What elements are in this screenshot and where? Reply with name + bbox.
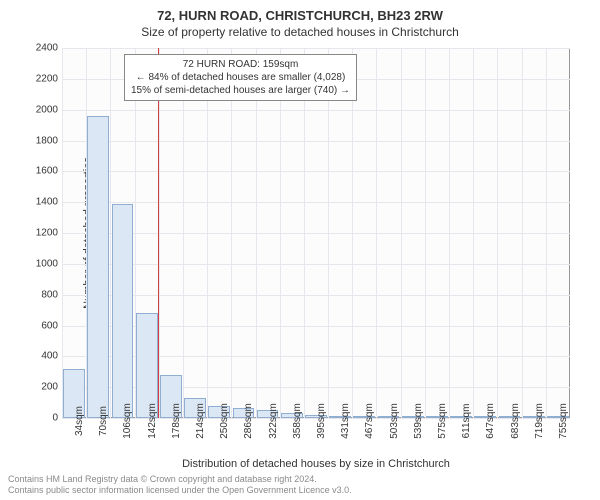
x-tick-label: 755sqm bbox=[558, 403, 569, 439]
y-tick-label: 1400 bbox=[28, 197, 58, 208]
y-tick-label: 1200 bbox=[28, 228, 58, 239]
chart-subtitle: Size of property relative to detached ho… bbox=[0, 23, 600, 39]
x-axis-label: Distribution of detached houses by size … bbox=[62, 458, 570, 470]
gridline-h bbox=[62, 295, 570, 296]
x-tick-label: 719sqm bbox=[534, 403, 545, 439]
x-tick-label: 178sqm bbox=[171, 403, 182, 439]
gridline-v bbox=[401, 48, 402, 418]
gridline-v bbox=[304, 48, 305, 418]
gridline-v bbox=[546, 48, 547, 418]
gridline-v bbox=[425, 48, 426, 418]
y-tick-label: 600 bbox=[28, 320, 58, 331]
y-tick-label: 2000 bbox=[28, 104, 58, 115]
x-tick-label: 467sqm bbox=[364, 403, 375, 439]
reference-line bbox=[158, 48, 159, 418]
chart-container: 72, HURN ROAD, CHRISTCHURCH, BH23 2RW Si… bbox=[0, 0, 600, 500]
gridline-v bbox=[256, 48, 257, 418]
gridline-v bbox=[522, 48, 523, 418]
x-tick-label: 539sqm bbox=[413, 403, 424, 439]
gridline-v bbox=[328, 48, 329, 418]
x-tick-label: 142sqm bbox=[147, 403, 158, 439]
y-tick-label: 800 bbox=[28, 289, 58, 300]
gridline-h bbox=[62, 264, 570, 265]
gridline-v bbox=[62, 48, 63, 418]
chart-title: 72, HURN ROAD, CHRISTCHURCH, BH23 2RW bbox=[0, 0, 600, 23]
y-tick-label: 2200 bbox=[28, 73, 58, 84]
x-tick-label: 214sqm bbox=[195, 403, 206, 439]
gridline-v bbox=[473, 48, 474, 418]
x-tick-label: 395sqm bbox=[316, 403, 327, 439]
gridline-h bbox=[62, 48, 570, 49]
x-tick-label: 683sqm bbox=[510, 403, 521, 439]
gridline-h bbox=[62, 202, 570, 203]
gridline-v bbox=[231, 48, 232, 418]
annotation-box: 72 HURN ROAD: 159sqm← 84% of detached ho… bbox=[124, 54, 357, 101]
gridline-h bbox=[62, 110, 570, 111]
gridline-v bbox=[449, 48, 450, 418]
footer-line: Contains public sector information licen… bbox=[8, 485, 352, 496]
gridline-h bbox=[62, 141, 570, 142]
gridline-v bbox=[207, 48, 208, 418]
y-tick-label: 1600 bbox=[28, 166, 58, 177]
x-tick-label: 503sqm bbox=[389, 403, 400, 439]
y-tick-label: 1000 bbox=[28, 258, 58, 269]
x-tick-label: 431sqm bbox=[340, 403, 351, 439]
x-tick-label: 286sqm bbox=[243, 403, 254, 439]
gridline-v bbox=[352, 48, 353, 418]
histogram-bar bbox=[87, 116, 109, 418]
gridline-v bbox=[497, 48, 498, 418]
x-tick-label: 250sqm bbox=[219, 403, 230, 439]
gridline-v bbox=[376, 48, 377, 418]
x-tick-label: 34sqm bbox=[74, 406, 85, 436]
gridline-h bbox=[62, 233, 570, 234]
plot: Number of detached properties Distributi… bbox=[62, 48, 570, 418]
annotation-line: ← 84% of detached houses are smaller (4,… bbox=[131, 71, 350, 84]
gridline-v bbox=[183, 48, 184, 418]
histogram-bar bbox=[112, 204, 134, 418]
y-tick-label: 200 bbox=[28, 382, 58, 393]
x-tick-label: 575sqm bbox=[437, 403, 448, 439]
footer-line: Contains HM Land Registry data © Crown c… bbox=[8, 474, 352, 485]
y-tick-label: 0 bbox=[28, 413, 58, 424]
y-tick-label: 2400 bbox=[28, 43, 58, 54]
x-tick-label: 647sqm bbox=[485, 403, 496, 439]
y-tick-label: 1800 bbox=[28, 135, 58, 146]
gridline-h bbox=[62, 171, 570, 172]
y-tick-label: 400 bbox=[28, 351, 58, 362]
gridline-v bbox=[280, 48, 281, 418]
x-tick-label: 358sqm bbox=[292, 403, 303, 439]
x-tick-label: 106sqm bbox=[122, 403, 133, 439]
annotation-line: 15% of semi-detached houses are larger (… bbox=[131, 84, 350, 97]
x-tick-label: 322sqm bbox=[268, 403, 279, 439]
x-tick-label: 70sqm bbox=[98, 406, 109, 436]
annotation-line: 72 HURN ROAD: 159sqm bbox=[131, 58, 350, 71]
attribution-footer: Contains HM Land Registry data © Crown c… bbox=[8, 474, 352, 497]
x-tick-label: 611sqm bbox=[461, 404, 472, 439]
